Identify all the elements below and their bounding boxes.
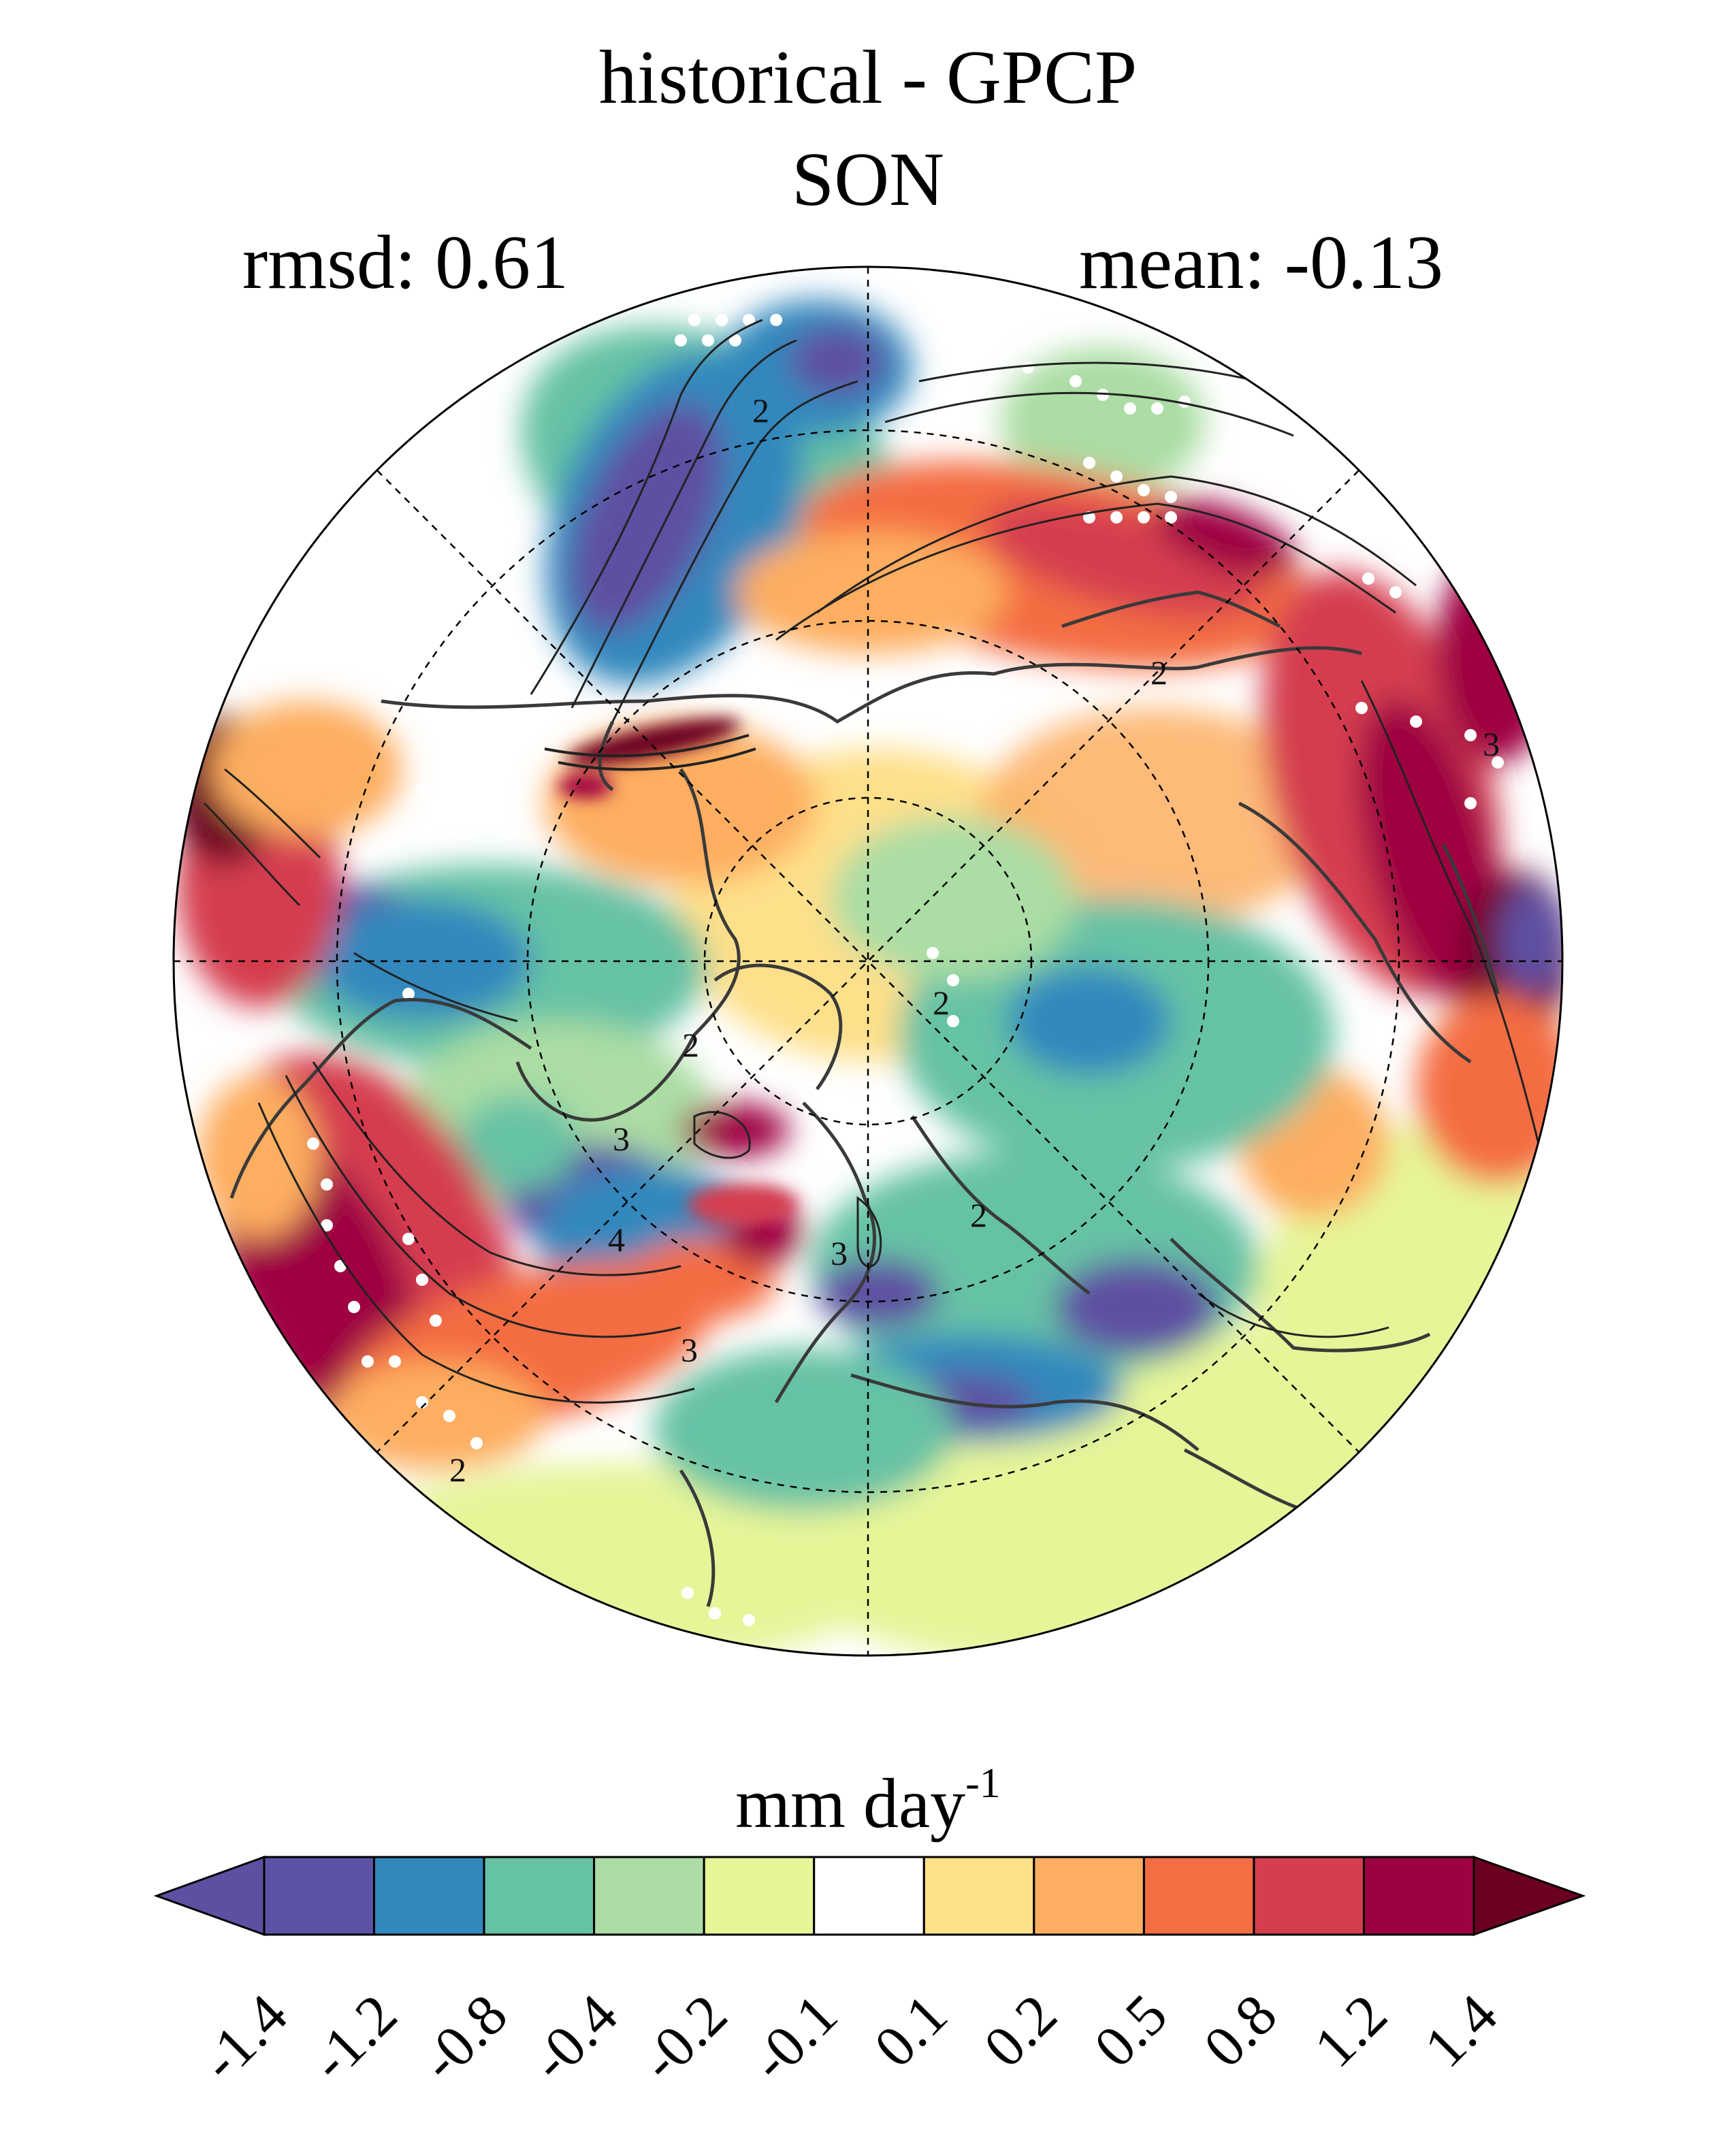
contour-label: 2: [449, 1451, 466, 1489]
colorbar-segment: [703, 1856, 816, 1936]
contour-label: 2: [970, 1196, 987, 1234]
colorbar-segment: [1033, 1856, 1145, 1936]
contour-label: 2: [933, 984, 950, 1022]
colorbar-segment: [1362, 1856, 1475, 1936]
contour-labels: 2 2 3 2 3 4 3 2 2 2 3: [449, 391, 1500, 1489]
contour-label: 4: [608, 1221, 625, 1259]
contour-label: 3: [681, 1331, 698, 1369]
figure-title: historical - GPCP: [598, 35, 1138, 120]
colorbar-segment: [1142, 1856, 1255, 1936]
climatology-contours: [203, 319, 1540, 1404]
colorbar-segment: [922, 1856, 1035, 1936]
significance-stippling: [307, 314, 1504, 1626]
units-exponent: -1: [965, 1760, 1001, 1807]
contour-label: 2: [752, 391, 769, 430]
polar-map: 2 2 3 2 3 4 3 2 2 2 3: [172, 265, 1564, 1657]
contour-label: 2: [682, 1026, 699, 1064]
coastlines: [229, 590, 1500, 1607]
colorbar-extend-low: [153, 1855, 266, 1937]
mean-label: mean: -0.13: [1079, 221, 1443, 305]
contour-label: 3: [831, 1234, 848, 1272]
colorbar-segment: [263, 1856, 376, 1936]
rmsd-label: rmsd: 0.61: [242, 221, 569, 305]
colorbar-segment: [813, 1856, 925, 1936]
colorbar-extend-high: [1473, 1855, 1586, 1937]
graticule: [174, 267, 1562, 1656]
contour-label: 2: [1151, 653, 1168, 692]
contour-label: 3: [1483, 725, 1500, 763]
season-label: SON: [791, 138, 945, 222]
colorbar-units: mm day-1: [0, 1762, 1736, 1839]
colorbar-segment: [373, 1856, 485, 1936]
contour-label: 3: [613, 1120, 630, 1158]
map-boundary: [172, 265, 1564, 1657]
colorbar-segment: [1253, 1856, 1365, 1936]
units-text: mm day: [735, 1764, 966, 1843]
colorbar-segment: [483, 1856, 596, 1936]
colorbar-segment: [593, 1856, 705, 1936]
